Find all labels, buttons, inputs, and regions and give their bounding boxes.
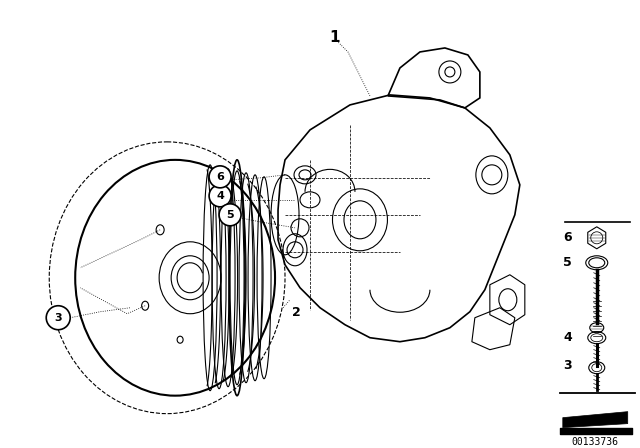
Circle shape bbox=[219, 204, 241, 226]
Text: 4: 4 bbox=[216, 191, 224, 201]
Text: 5: 5 bbox=[227, 210, 234, 220]
Text: 3: 3 bbox=[54, 313, 62, 323]
Text: 5: 5 bbox=[563, 256, 572, 269]
Text: 2: 2 bbox=[292, 306, 300, 319]
Text: 1: 1 bbox=[330, 30, 340, 45]
Text: 4: 4 bbox=[563, 331, 572, 344]
Text: 00133736: 00133736 bbox=[572, 437, 618, 447]
Circle shape bbox=[46, 306, 70, 330]
Circle shape bbox=[209, 185, 231, 207]
Text: 6: 6 bbox=[216, 172, 224, 182]
Text: 3: 3 bbox=[563, 359, 572, 372]
Polygon shape bbox=[563, 412, 628, 428]
Text: 6: 6 bbox=[563, 231, 572, 244]
Circle shape bbox=[209, 166, 231, 188]
